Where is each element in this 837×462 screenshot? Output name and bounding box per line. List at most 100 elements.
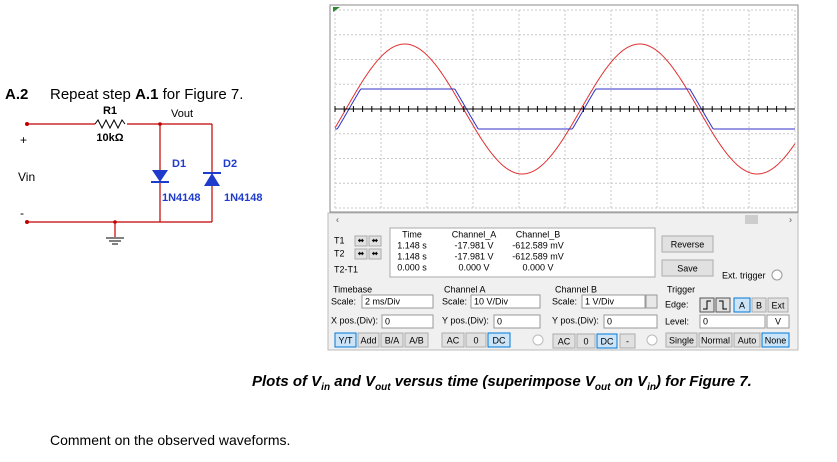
coupling-button[interactable] <box>576 333 596 349</box>
arrow-icon: ⬌ <box>358 249 365 258</box>
scrollbar-thumb[interactable] <box>745 215 758 224</box>
trigger-mode[interactable] <box>733 332 761 348</box>
readout-value: -612.589 mV <box>512 251 564 261</box>
channel-a-scale[interactable] <box>470 294 541 309</box>
trigger-source[interactable] <box>733 297 751 313</box>
readout-header: Channel_B <box>516 229 561 239</box>
trigger-level[interactable] <box>699 314 766 329</box>
arrow-icon: ⬌ <box>372 236 379 245</box>
readout-value: 0.000 V <box>522 262 553 272</box>
button-label: Reverse <box>671 239 705 249</box>
scope-grid <box>334 9 796 209</box>
field-label: Y pos.(Div): <box>552 315 599 325</box>
d2-part: 1N4148 <box>224 192 263 204</box>
timebase-scale[interactable] <box>361 294 434 309</box>
reverse-button[interactable] <box>661 235 714 253</box>
scroll-right[interactable]: › <box>789 214 792 224</box>
coupling-button[interactable] <box>619 333 636 349</box>
timebase-mode[interactable] <box>357 332 380 348</box>
coupling-button[interactable] <box>552 333 576 349</box>
channel-b-ypos[interactable] <box>603 314 658 329</box>
field-label: X pos.(Div): <box>331 315 378 325</box>
readout-value: 0.000 s <box>397 262 427 272</box>
spinner[interactable] <box>645 294 658 309</box>
plus-label: + <box>20 133 27 147</box>
readout-value: 1.148 s <box>397 251 427 261</box>
text: Repeat step <box>50 86 136 103</box>
r1-label: R1 <box>103 105 117 117</box>
trigger-marker <box>333 7 340 12</box>
button-label: 0 <box>473 335 478 345</box>
ext-trigger-label: Ext. trigger <box>722 270 766 280</box>
caption-part: and V <box>330 373 376 390</box>
caption-part: Plots of V <box>252 373 322 390</box>
trigger-mode[interactable] <box>761 332 790 348</box>
comment: Comment on the observed waveforms. <box>50 432 291 448</box>
input-value: 2 ms/Div <box>365 296 401 306</box>
button-label: B/A <box>385 335 400 345</box>
unit-box <box>766 314 790 329</box>
button-label: Y/T <box>338 335 353 345</box>
timebase-mode[interactable] <box>404 332 429 348</box>
caption-part: on V <box>610 373 648 390</box>
coupling-button[interactable] <box>441 332 465 348</box>
save-button[interactable] <box>661 259 714 277</box>
radio[interactable] <box>532 334 544 346</box>
trigger-mode[interactable] <box>698 332 733 348</box>
trigger-source[interactable] <box>751 297 767 313</box>
caption-part: in <box>321 382 331 393</box>
readout-value: -17.981 V <box>454 240 493 250</box>
readout-value: -612.589 mV <box>512 240 564 250</box>
nodes <box>25 122 162 224</box>
timebase-mode[interactable] <box>380 332 404 348</box>
button-label: Save <box>677 263 698 273</box>
caption-part: in <box>647 382 656 393</box>
caption: Plots of Vin and Vout versus time (super… <box>252 373 752 393</box>
cursor-arrow[interactable] <box>368 248 382 260</box>
d1-part: 1N4148 <box>162 192 201 204</box>
button-label: Auto <box>738 335 757 345</box>
section-title: Channel A <box>444 284 486 294</box>
channel-a-ypos[interactable] <box>493 314 541 329</box>
d2-label: D2 <box>223 158 237 170</box>
button-label: A/B <box>409 335 424 345</box>
timebase-xpos[interactable] <box>381 314 434 329</box>
cursor-arrow[interactable] <box>354 235 368 247</box>
button-label: Normal <box>701 335 730 345</box>
trigger-mode[interactable] <box>665 332 698 348</box>
cursor-arrow[interactable] <box>354 248 368 260</box>
waveform-channel-a <box>334 43 796 175</box>
trigger-source[interactable] <box>767 297 789 313</box>
r1-value: 10kΩ <box>96 132 123 144</box>
readout-header: Time <box>402 229 422 239</box>
scroll-left[interactable]: ‹ <box>336 214 339 224</box>
coupling-button[interactable] <box>465 332 487 348</box>
button-label: B <box>756 300 762 310</box>
cursor-arrow[interactable] <box>368 235 382 247</box>
readout-value: 0.000 V <box>458 262 489 272</box>
unit-label: V <box>775 316 781 326</box>
caption-part: versus time (superimpose V <box>390 373 595 390</box>
vin-label: Vin <box>18 170 35 184</box>
cursor-label: T2-T1 <box>334 264 358 274</box>
channel-b-scale[interactable] <box>581 294 646 309</box>
coupling-button[interactable] <box>596 333 618 349</box>
field-label: Scale: <box>442 296 467 306</box>
button-label: DC <box>601 336 614 346</box>
section-title: Timebase <box>333 284 372 294</box>
resistor <box>94 118 126 130</box>
input-value: 0 <box>703 316 708 326</box>
arrow-icon: ⬌ <box>372 249 379 258</box>
button-label: DC <box>493 335 506 345</box>
timebase-mode[interactable] <box>334 332 357 348</box>
coupling-button[interactable] <box>487 332 511 348</box>
cursor-label: T1 <box>334 235 345 245</box>
input-value: 0 <box>385 316 390 326</box>
arrow-icon: ⬌ <box>358 236 365 245</box>
ext-trigger-radio[interactable] <box>771 269 783 281</box>
radio[interactable] <box>646 334 658 346</box>
d1-label: D1 <box>172 158 186 170</box>
button-label: Single <box>669 335 694 345</box>
